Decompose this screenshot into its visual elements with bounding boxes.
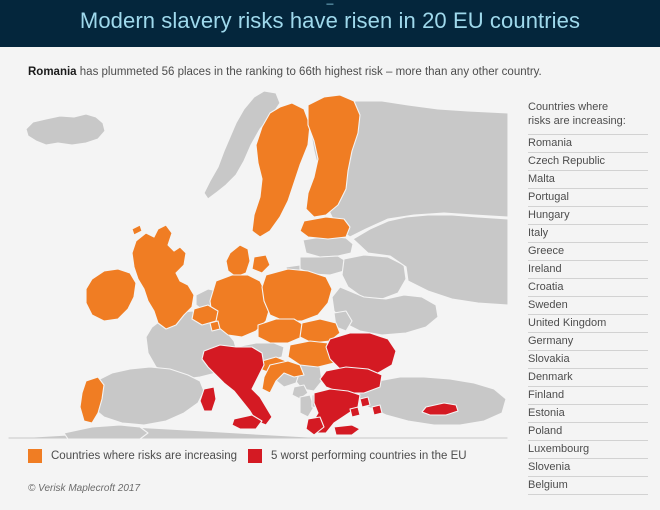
page-title: Modern slavery risks have risen in 20 EU… [79, 8, 581, 33]
country-list-item: Greece [528, 243, 648, 261]
map-legend: Countries where risks are increasing 5 w… [28, 447, 498, 467]
country-poland [261, 268, 333, 322]
country-list-item: United Kingdom [528, 315, 648, 333]
country-russia [352, 214, 508, 306]
country-list-item: Slovenia [528, 459, 648, 477]
country-list-item: Ireland [528, 261, 648, 279]
country-estonia [299, 216, 351, 240]
country-romania [325, 332, 397, 376]
country-list-item: Belgium [528, 477, 648, 495]
country-croatia [261, 360, 305, 394]
subtitle-highlight: Romania [28, 66, 77, 78]
header-kicker: _ [0, 0, 660, 5]
country-iceland [25, 113, 106, 146]
country-list-item: Denmark [528, 369, 648, 387]
country-greece-crete [333, 424, 361, 436]
country-list-item: Malta [528, 171, 648, 189]
legend-swatch-red [248, 449, 262, 463]
legend-item-increasing: Countries where risks are increasing [28, 447, 237, 465]
map-increasing-countries [79, 94, 361, 424]
country-italy [201, 344, 273, 426]
country-cyprus [421, 402, 459, 416]
legend-swatch-orange [28, 449, 42, 463]
country-list-item: Italy [528, 225, 648, 243]
country-ireland [85, 268, 137, 322]
country-list-item: Portugal [528, 189, 648, 207]
countries-list-panel: Countries where risks are increasing: Ro… [528, 100, 648, 495]
legend-label-increasing: Countries where risks are increasing [51, 450, 237, 462]
copyright-notice: © Verisk Maplecroft 2017 [28, 483, 141, 494]
country-greece-peloponnese [305, 416, 325, 436]
subtitle: Romania has plummeted 56 places in the r… [28, 65, 588, 80]
country-list-item: Hungary [528, 207, 648, 225]
country-list-item: Romania [528, 135, 648, 153]
subtitle-text: has plummeted 56 places in the ranking t… [76, 66, 542, 78]
legend-item-worst: 5 worst performing countries in the EU [248, 447, 467, 465]
europe-map [8, 89, 508, 439]
country-list-item: Croatia [528, 279, 648, 297]
legend-label-worst: 5 worst performing countries in the EU [271, 450, 467, 462]
country-list-item: Estonia [528, 405, 648, 423]
countries-list-title: Countries where risks are increasing: [528, 101, 626, 127]
country-italy-sardinia [199, 386, 217, 412]
map-worst-countries [199, 332, 459, 436]
country-list-item: Czech Republic [528, 153, 648, 171]
countries-list-rows: Romania Czech Republic Malta Portugal Hungar… [528, 134, 648, 495]
country-list-item: Slovakia [528, 351, 648, 369]
country-italy-sicily [231, 414, 263, 430]
country-luxembourg [209, 320, 221, 332]
map-scottish-isles [131, 224, 143, 236]
country-norway [203, 90, 281, 200]
country-finland [305, 94, 361, 218]
country-list-item: Sweden [528, 297, 648, 315]
country-morocco [63, 424, 149, 439]
country-belarus [341, 254, 407, 300]
country-list-item: Poland [528, 423, 648, 441]
country-spain [87, 366, 205, 426]
content-panel: Romania has plummeted 56 places in the r… [0, 47, 660, 510]
country-list-item: Finland [528, 387, 648, 405]
country-czech-republic [257, 318, 305, 344]
country-greece [311, 388, 361, 434]
header-bar: _ Modern slavery risks have risen in 20 … [0, 0, 660, 47]
country-list-item: Luxembourg [528, 441, 648, 459]
country-greece-islands [349, 396, 383, 418]
country-bulgaria [319, 366, 383, 394]
country-united-kingdom [131, 224, 195, 330]
country-denmark-zealand [251, 254, 271, 274]
country-list-item: Germany [528, 333, 648, 351]
country-albania [299, 394, 315, 418]
country-denmark [225, 244, 251, 278]
map-svg [8, 89, 508, 439]
country-portugal [79, 376, 105, 424]
